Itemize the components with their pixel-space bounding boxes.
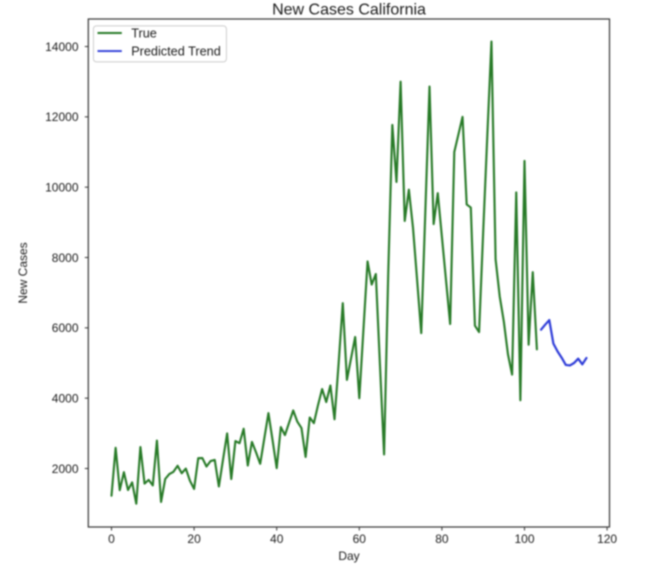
svg-text:120: 120 <box>597 532 617 546</box>
svg-text:14000: 14000 <box>45 40 79 54</box>
svg-text:40: 40 <box>270 532 284 546</box>
svg-text:True: True <box>131 26 157 40</box>
svg-text:100: 100 <box>514 532 534 546</box>
svg-text:New Cases California: New Cases California <box>272 2 426 19</box>
svg-text:Day: Day <box>338 549 359 563</box>
svg-text:New Cases: New Cases <box>16 242 30 303</box>
svg-text:12000: 12000 <box>45 110 79 124</box>
svg-text:2000: 2000 <box>52 462 79 476</box>
svg-text:8000: 8000 <box>52 251 79 265</box>
svg-text:80: 80 <box>435 532 449 546</box>
svg-text:0: 0 <box>108 532 115 546</box>
svg-text:10000: 10000 <box>45 180 79 194</box>
svg-text:4000: 4000 <box>52 391 79 405</box>
svg-text:Predicted Trend: Predicted Trend <box>131 44 221 58</box>
svg-text:60: 60 <box>353 532 367 546</box>
svg-text:20: 20 <box>187 532 201 546</box>
svg-text:6000: 6000 <box>52 321 79 335</box>
